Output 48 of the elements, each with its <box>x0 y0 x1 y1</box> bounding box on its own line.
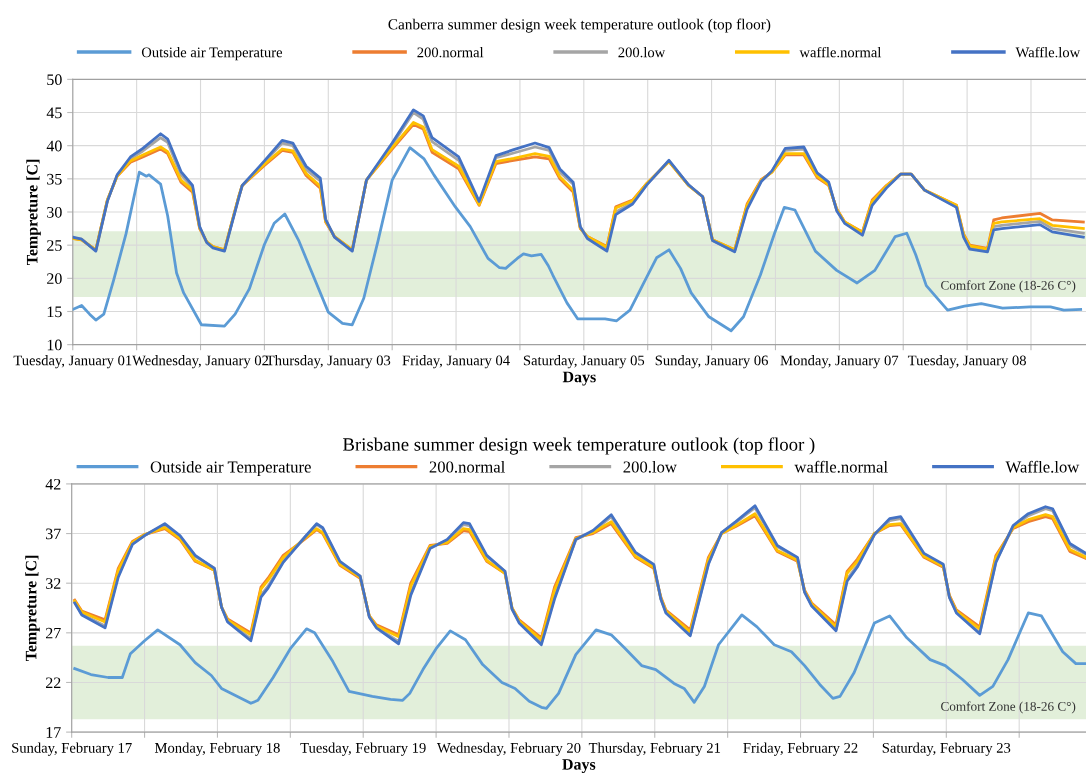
chart-title: Brisbane summer design week temperature outlook (top floor ) <box>342 437 815 455</box>
legend-label: Outside air Temperature <box>141 47 283 61</box>
y-tick-label: 20 <box>47 273 62 285</box>
y-tick-label: 40 <box>46 140 62 152</box>
legend-label: 200.low <box>623 460 677 473</box>
y-tick-label: 25 <box>47 240 62 251</box>
legend-label: 200.normal <box>417 47 484 58</box>
y-tick-label: 42 <box>45 478 61 490</box>
legend-label: Waffle.low <box>1015 46 1081 58</box>
x-tick-label: Thursday, February 21 <box>588 742 721 756</box>
y-tick-label: 15 <box>47 306 62 318</box>
x-tick-label: Friday, February 22 <box>743 742 858 756</box>
y-tick-label: 35 <box>47 173 62 185</box>
x-tick-label: Tuesday, February 19 <box>300 742 426 756</box>
x-tick-label: Tuesday, January 08 <box>907 355 1026 369</box>
x-tick-label: Wednesday, January 02 <box>132 355 269 369</box>
legend-label: Waffle.low <box>1005 460 1080 473</box>
y-tick-label: 45 <box>46 107 62 119</box>
x-axis-title: Days <box>562 759 596 774</box>
legend-label: 200.normal <box>429 460 505 473</box>
legend-label: 200.low <box>618 47 666 58</box>
x-tick-label: Monday, January 07 <box>780 355 899 369</box>
band-label: Comfort Zone (18-26 C°) <box>941 701 1076 714</box>
band-label: Comfort Zone (18-26 C°) <box>941 280 1076 293</box>
y-tick-label: 27 <box>45 627 61 639</box>
legend-label: waffle.normal <box>794 460 888 473</box>
y-tick-label: 50 <box>47 74 62 86</box>
y-tick-label: 22 <box>45 677 61 688</box>
x-tick-label: Monday, February 18 <box>154 742 280 756</box>
x-tick-label: Thursday, January 03 <box>266 355 391 369</box>
y-tick-label: 37 <box>46 528 61 540</box>
x-tick-label: Sunday, January 06 <box>655 355 768 369</box>
y-tick-label: 17 <box>46 727 61 738</box>
y-axis-title: Tempreture [C] <box>25 555 40 662</box>
chart-title: Canberra summer design week temperature outlook (top floor) <box>388 18 771 33</box>
x-tick-label: Saturday, February 23 <box>882 742 1011 756</box>
y-tick-label: 10 <box>47 339 62 351</box>
y-tick-label: 32 <box>46 578 61 589</box>
x-tick-label: Friday, January 04 <box>402 355 510 369</box>
y-axis-title: Tempreture [C] <box>26 159 41 266</box>
legend-label: waffle.normal <box>799 46 882 58</box>
x-tick-label: Saturday, January 05 <box>523 355 645 369</box>
x-axis-title: Days <box>562 371 596 386</box>
legend-label: Outside air Temperature <box>150 460 311 477</box>
x-tick-label: Sunday, February 17 <box>12 742 132 756</box>
x-tick-label: Tuesday, January 01 <box>13 355 132 369</box>
y-tick-label: 30 <box>47 206 62 218</box>
x-tick-label: Wednesday, February 20 <box>436 742 581 756</box>
